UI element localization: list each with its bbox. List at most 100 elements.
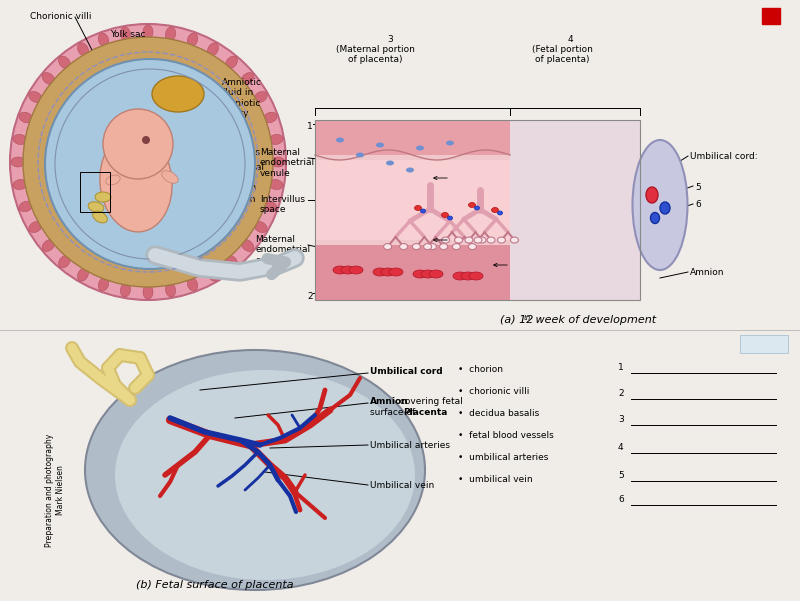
- Ellipse shape: [42, 73, 54, 84]
- Text: 6: 6: [618, 495, 624, 504]
- Ellipse shape: [143, 285, 153, 299]
- Ellipse shape: [242, 240, 254, 251]
- Text: •  umbilical vein: • umbilical vein: [458, 475, 533, 484]
- Text: Preparation and photography
Mark Nielsen: Preparation and photography Mark Nielsen: [46, 433, 65, 547]
- Circle shape: [142, 136, 150, 144]
- Text: •  decidua basalis: • decidua basalis: [458, 409, 539, 418]
- Text: Umbilical cord:: Umbilical cord:: [690, 152, 758, 161]
- Ellipse shape: [120, 27, 130, 41]
- Circle shape: [103, 109, 173, 179]
- Bar: [315, 120, 510, 300]
- Text: Maternal
endometrial
venule: Maternal endometrial venule: [260, 148, 315, 178]
- Ellipse shape: [23, 37, 273, 287]
- Ellipse shape: [660, 202, 670, 214]
- Bar: [315, 245, 510, 300]
- Text: (b) Fetal surface of placenta: (b) Fetal surface of placenta: [136, 580, 294, 590]
- Ellipse shape: [333, 266, 347, 274]
- Ellipse shape: [29, 91, 42, 103]
- Ellipse shape: [413, 243, 421, 249]
- Ellipse shape: [13, 135, 27, 144]
- Ellipse shape: [45, 59, 255, 269]
- Ellipse shape: [207, 268, 218, 281]
- Text: week of development: week of development: [532, 315, 656, 325]
- Ellipse shape: [421, 209, 426, 213]
- Text: 3: 3: [618, 415, 624, 424]
- Ellipse shape: [356, 153, 364, 157]
- Ellipse shape: [93, 211, 107, 223]
- Ellipse shape: [98, 33, 109, 47]
- Ellipse shape: [478, 237, 486, 243]
- Ellipse shape: [58, 56, 70, 69]
- Ellipse shape: [106, 175, 120, 185]
- Ellipse shape: [254, 221, 267, 233]
- Ellipse shape: [187, 278, 198, 291]
- Ellipse shape: [376, 142, 384, 147]
- Ellipse shape: [446, 141, 454, 145]
- Ellipse shape: [453, 272, 467, 280]
- Ellipse shape: [226, 56, 238, 69]
- Ellipse shape: [42, 240, 54, 251]
- Ellipse shape: [454, 237, 462, 243]
- Text: Intervillus
space: Intervillus space: [260, 195, 305, 215]
- Bar: [315, 160, 510, 240]
- Ellipse shape: [115, 370, 415, 580]
- Ellipse shape: [162, 171, 178, 183]
- Ellipse shape: [271, 157, 285, 167]
- Bar: [315, 120, 510, 155]
- Ellipse shape: [341, 266, 355, 274]
- Ellipse shape: [166, 27, 176, 41]
- Ellipse shape: [11, 157, 25, 167]
- Ellipse shape: [373, 268, 387, 276]
- Text: 5: 5: [695, 183, 701, 192]
- Ellipse shape: [254, 91, 267, 103]
- Ellipse shape: [442, 237, 450, 243]
- Ellipse shape: [414, 206, 422, 210]
- Ellipse shape: [58, 255, 70, 268]
- Ellipse shape: [465, 237, 473, 243]
- Text: •  chorion: • chorion: [458, 365, 503, 374]
- Ellipse shape: [429, 243, 437, 249]
- Text: Rect: Rect: [754, 337, 774, 346]
- Bar: [510, 120, 640, 300]
- Ellipse shape: [633, 140, 687, 270]
- Text: (a) 12: (a) 12: [500, 315, 534, 325]
- Text: 4: 4: [567, 35, 573, 44]
- Ellipse shape: [187, 33, 198, 47]
- Text: •  chorionic villi: • chorionic villi: [458, 387, 530, 396]
- Text: th: th: [524, 315, 531, 321]
- Ellipse shape: [400, 243, 408, 249]
- Bar: [315, 120, 640, 300]
- Text: Umbilical arteries: Umbilical arteries: [370, 441, 450, 450]
- Ellipse shape: [78, 268, 89, 281]
- Text: (Fetal portion
of placenta): (Fetal portion of placenta): [531, 45, 593, 64]
- Ellipse shape: [469, 203, 475, 207]
- Text: 4: 4: [618, 443, 624, 452]
- Text: Amniotic
fluid in
amniotic
cavity: Amniotic fluid in amniotic cavity: [222, 78, 262, 118]
- Text: Allantois: Allantois: [222, 148, 261, 157]
- Ellipse shape: [152, 76, 204, 112]
- Text: Amnion: Amnion: [370, 397, 409, 406]
- Text: (Maternal portion
of placenta): (Maternal portion of placenta): [335, 45, 414, 64]
- Ellipse shape: [421, 270, 435, 278]
- Ellipse shape: [88, 202, 104, 212]
- Ellipse shape: [386, 160, 394, 165]
- Text: 2: 2: [307, 292, 313, 301]
- Ellipse shape: [461, 272, 475, 280]
- Ellipse shape: [98, 278, 109, 291]
- Ellipse shape: [453, 243, 461, 249]
- Ellipse shape: [269, 135, 283, 144]
- Ellipse shape: [406, 168, 414, 172]
- Ellipse shape: [242, 73, 254, 84]
- Ellipse shape: [474, 206, 479, 210]
- Ellipse shape: [263, 201, 277, 212]
- Ellipse shape: [487, 237, 495, 243]
- Text: surface of: surface of: [370, 408, 418, 417]
- Ellipse shape: [166, 283, 176, 297]
- Bar: [762, 8, 780, 24]
- Text: 1: 1: [307, 122, 313, 131]
- Ellipse shape: [78, 43, 89, 56]
- Ellipse shape: [429, 270, 443, 278]
- Text: Umbilical
cord: Umbilical cord: [222, 163, 264, 182]
- Text: Umbilical cord: Umbilical cord: [370, 367, 442, 376]
- Ellipse shape: [646, 187, 658, 203]
